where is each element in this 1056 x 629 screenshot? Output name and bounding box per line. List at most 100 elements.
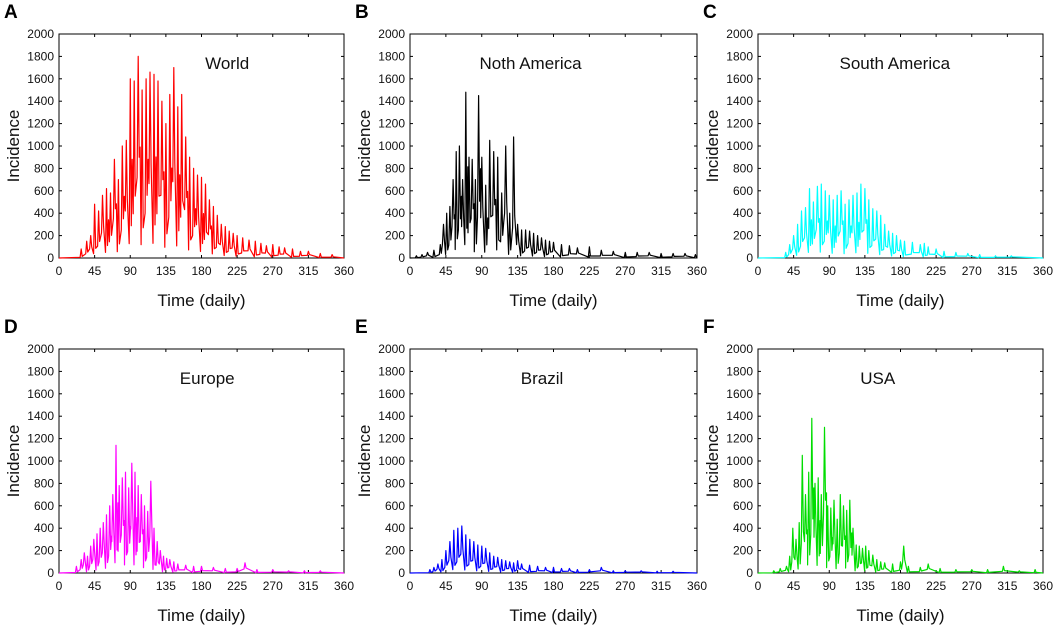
y-tick-label: 1400: [726, 94, 753, 108]
x-tick-label: 180: [191, 264, 211, 278]
y-tick-label: 400: [733, 521, 753, 535]
chart-panel-b: B 0 200 400 600 800 1000 1200 1400 1600 1800 2000 0 4…: [355, 2, 707, 310]
y-axis-label: Incidence: [355, 425, 374, 498]
y-axis-label: Incidence: [703, 110, 722, 183]
panel-letter: F: [703, 317, 715, 338]
y-tick-label: 600: [34, 184, 54, 198]
y-axis-label: Incidence: [4, 425, 23, 498]
y-tick-label: 1400: [27, 409, 54, 423]
x-tick-label: 360: [1033, 579, 1053, 593]
y-tick-label: 600: [385, 499, 405, 513]
x-tick-label: 90: [823, 264, 837, 278]
y-tick-label: 400: [385, 521, 405, 535]
y-tick-label: 1400: [27, 94, 54, 108]
y-tick-label: 800: [733, 476, 753, 490]
y-tick-label: 1200: [27, 432, 54, 446]
panel-title: Brazil: [521, 369, 564, 388]
y-tick-label: 400: [34, 521, 54, 535]
x-tick-label: 270: [962, 579, 982, 593]
x-tick-label: 270: [615, 579, 635, 593]
x-axis-label: Time (daily): [509, 606, 597, 625]
y-tick-label: 1600: [378, 387, 405, 401]
chart-panel-c: C 0 200 400 600 800 1000 1200 1400 1600 1800 2000 0 4…: [703, 2, 1053, 310]
x-tick-label: 225: [926, 579, 946, 593]
y-tick-label: 1400: [378, 409, 405, 423]
x-tick-label: 0: [755, 264, 762, 278]
x-tick-label: 225: [579, 579, 599, 593]
x-tick-label: 45: [439, 579, 453, 593]
x-tick-label: 90: [124, 264, 138, 278]
y-tick-label: 800: [385, 161, 405, 175]
y-tick-label: 1600: [726, 72, 753, 86]
y-tick-label: 1200: [378, 432, 405, 446]
y-tick-label: 1600: [27, 72, 54, 86]
x-tick-label: 225: [579, 264, 599, 278]
chart-panel-e: E 0 200 400 600 800 1000 1200 1400 1600 1800 2000 0 4…: [355, 317, 707, 625]
chart-panel-f: F 0 200 400 600 800 1000 1200 1400 1600 1800 2000 0 4…: [703, 317, 1053, 625]
x-tick-label: 135: [156, 264, 176, 278]
panel-title: South America: [840, 54, 951, 73]
y-tick-label: 600: [733, 184, 753, 198]
y-tick-label: 1400: [726, 409, 753, 423]
y-tick-label: 1000: [726, 454, 753, 468]
y-tick-label: 600: [34, 499, 54, 513]
y-tick-label: 200: [34, 229, 54, 243]
x-tick-label: 360: [687, 264, 707, 278]
y-tick-label: 1600: [726, 387, 753, 401]
series-line-b: [409, 91, 698, 259]
y-tick-label: 1000: [27, 454, 54, 468]
y-tick-label: 2000: [378, 342, 405, 356]
chart-panel-d: D 0 200 400 600 800 1000 1200 1400 1600 1800 2000 0 4…: [4, 317, 354, 625]
x-tick-label: 180: [890, 579, 910, 593]
y-axis-label: Incidence: [703, 425, 722, 498]
y-tick-label: 0: [398, 251, 405, 265]
panel-letter: E: [355, 317, 368, 338]
y-tick-label: 0: [398, 566, 405, 580]
x-axis-label: Time (daily): [856, 606, 944, 625]
y-tick-label: 600: [733, 499, 753, 513]
chart-panel-a: A 0 200 400 600 800 1000 1200 1400 1600 1800 2000 0 4…: [4, 2, 354, 310]
y-tick-label: 400: [733, 206, 753, 220]
x-tick-label: 135: [508, 264, 528, 278]
y-tick-label: 400: [385, 206, 405, 220]
x-tick-label: 45: [88, 264, 102, 278]
x-tick-label: 315: [997, 579, 1017, 593]
y-tick-label: 200: [733, 544, 753, 558]
x-axis-label: Time (daily): [856, 291, 944, 310]
x-tick-label: 45: [787, 264, 801, 278]
y-tick-label: 800: [34, 161, 54, 175]
x-tick-label: 315: [651, 579, 671, 593]
y-tick-label: 2000: [378, 27, 405, 41]
y-tick-label: 600: [385, 184, 405, 198]
series-line-e: [409, 525, 698, 574]
x-tick-label: 360: [1033, 264, 1053, 278]
y-tick-label: 1800: [378, 49, 405, 63]
series-line-d: [58, 444, 345, 574]
x-tick-label: 0: [407, 579, 414, 593]
y-tick-label: 800: [733, 161, 753, 175]
panel-title: Europe: [180, 369, 235, 388]
y-tick-label: 1200: [726, 432, 753, 446]
x-tick-label: 270: [962, 264, 982, 278]
y-tick-label: 200: [34, 544, 54, 558]
y-tick-label: 400: [34, 206, 54, 220]
y-tick-label: 1200: [726, 117, 753, 131]
y-tick-label: 0: [47, 566, 54, 580]
panel-title: World: [205, 54, 249, 73]
x-tick-label: 315: [997, 264, 1017, 278]
y-tick-label: 2000: [27, 342, 54, 356]
y-tick-label: 800: [34, 476, 54, 490]
x-tick-label: 90: [124, 579, 138, 593]
panel-letter: D: [4, 317, 18, 338]
y-tick-label: 200: [385, 544, 405, 558]
y-tick-label: 0: [746, 251, 753, 265]
x-tick-label: 270: [263, 264, 283, 278]
y-tick-label: 1200: [378, 117, 405, 131]
y-tick-label: 1800: [378, 364, 405, 378]
y-tick-label: 2000: [726, 342, 753, 356]
x-tick-label: 315: [651, 264, 671, 278]
y-tick-label: 1000: [27, 139, 54, 153]
y-tick-label: 1800: [726, 364, 753, 378]
x-tick-label: 225: [926, 264, 946, 278]
